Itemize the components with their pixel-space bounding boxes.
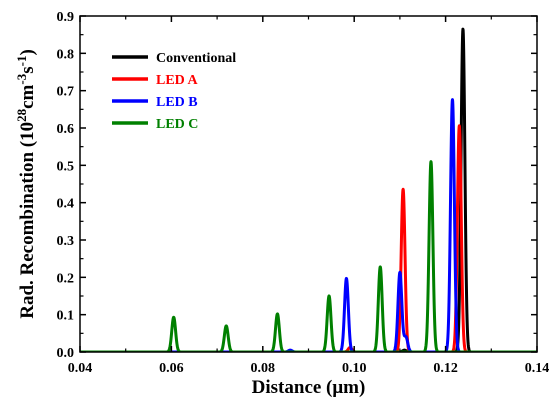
- series-line-conventional: [80, 27, 537, 352]
- x-tick-label: 0.06: [159, 361, 184, 376]
- legend-label: LED A: [156, 73, 199, 88]
- y-tick-label: 0.4: [57, 197, 75, 212]
- series-line-led-a: [80, 124, 537, 352]
- y-tick-label: 0.9: [57, 10, 75, 25]
- y-tick-label: 0.7: [57, 85, 75, 100]
- y-tick-label: 0.0: [57, 346, 75, 361]
- legend-label: LED C: [156, 117, 198, 132]
- legend-label: Conventional: [156, 51, 236, 66]
- y-tick-label: 0.6: [57, 122, 75, 137]
- x-tick-label: 0.08: [251, 361, 276, 376]
- x-tick-label: 0.12: [433, 361, 458, 376]
- legend: Conventional LED A LED B LED C: [112, 51, 236, 132]
- y-tick-label: 0.2: [57, 271, 75, 286]
- series-line-led-b: [80, 98, 537, 352]
- x-tick-label: 0.14: [525, 361, 550, 376]
- x-tick-label: 0.04: [68, 361, 93, 376]
- y-tick-label: 0.3: [57, 234, 75, 249]
- y-tick-label: 0.1: [57, 309, 75, 324]
- plot-frame: [79, 15, 538, 353]
- legend-label: LED B: [156, 95, 198, 110]
- y-axis-label: Rad. Recombination (1028cm-3s-1): [14, 49, 39, 319]
- x-tick-label: 0.10: [342, 361, 367, 376]
- axes: 0.04 0.06 0.08 0.10 0.12 0.14 0.0 0.1 0.2 0.3 0.4 0…: [57, 10, 550, 376]
- y-tick-label: 0.8: [57, 47, 75, 62]
- axis-labels: Distance (μm) Rad. Recombination (1028cm-…: [14, 49, 366, 398]
- x-axis-label: Distance (μm): [252, 377, 366, 398]
- y-tick-label: 0.5: [57, 159, 75, 174]
